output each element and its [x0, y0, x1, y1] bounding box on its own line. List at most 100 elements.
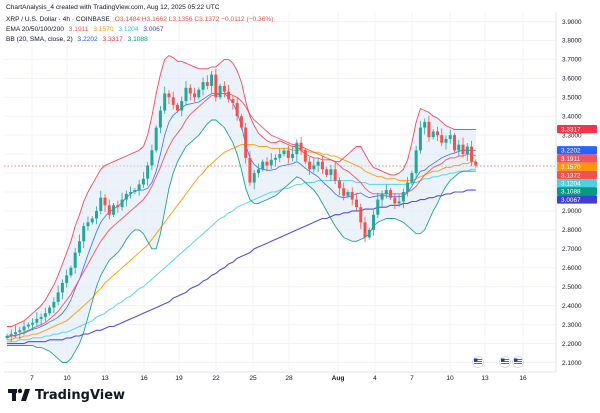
x-tick-label: 28: [285, 375, 293, 382]
candle-body: [14, 332, 18, 335]
candle-body: [248, 157, 252, 183]
candle-body: [120, 199, 124, 208]
candle-body: [303, 150, 307, 162]
candle-body: [316, 161, 320, 166]
candle-body: [90, 218, 94, 223]
candle-body: [325, 169, 329, 175]
candle-body: [214, 74, 218, 98]
price-tag-bg: [557, 178, 597, 188]
candle-body: [60, 282, 64, 293]
axes: 3.9000 3.8000 3.7000 3.6000 3.5000 3.4000 3.30…: [4, 12, 582, 382]
y-tick-label: 3.4000: [562, 114, 582, 121]
candle-body: [380, 193, 384, 200]
y-tick-label: 2.4000: [562, 303, 582, 310]
candle-body: [239, 116, 243, 128]
candle-body: [474, 161, 478, 166]
candle-body: [35, 318, 39, 323]
candle-body: [146, 165, 150, 179]
candle-body: [470, 146, 474, 162]
x-tick-label: Aug: [332, 375, 345, 382]
candle-body: [448, 135, 452, 139]
candle-body: [39, 317, 43, 319]
bb-upper-value: 3.3317: [102, 36, 123, 43]
candle-body: [457, 144, 461, 151]
candle-body: [210, 74, 214, 86]
candle-body: [274, 157, 278, 160]
event-icons: [472, 356, 524, 368]
candle-body: [269, 159, 273, 166]
candle-body: [69, 267, 73, 276]
candle-body: [56, 292, 60, 302]
candle-body: [440, 135, 444, 143]
candle-body: [291, 154, 295, 158]
x-tick-label: 16: [140, 375, 148, 382]
x-tick-label: 10: [63, 375, 71, 382]
price-tag-label: 3.1204: [561, 180, 581, 187]
candle-body: [461, 144, 465, 155]
candle-body: [359, 207, 363, 223]
us-flag-event-icon[interactable]: [499, 356, 511, 368]
candle-body: [244, 127, 248, 158]
chart-header: ChartAnalysis_4 created with TradingView…: [6, 4, 220, 11]
ema-label[interactable]: EMA 20/50/100/200: [6, 26, 64, 33]
y-tick-label: 2.1000: [562, 360, 582, 367]
candle-body: [227, 91, 231, 100]
ema100-value: 3.1204: [118, 26, 139, 33]
candle-body: [389, 190, 393, 198]
bb-label[interactable]: BB (20, SMA, close, 2): [6, 36, 73, 43]
candle-body: [329, 169, 333, 175]
ema50-value: 3.1570: [93, 26, 114, 33]
us-flag-event-icon[interactable]: [472, 356, 484, 368]
candle-body: [350, 192, 354, 200]
candle-body: [401, 192, 405, 202]
ema100-line: [7, 168, 476, 343]
candle-body: [167, 93, 171, 98]
candle-body: [43, 313, 47, 318]
candle-body: [154, 127, 158, 151]
y-tick-label: 3.3000: [562, 132, 582, 139]
candle-body: [453, 135, 457, 151]
candle-body: [133, 190, 137, 192]
candle-body: [333, 169, 337, 181]
candle-body: [363, 222, 367, 238]
candle-body: [406, 182, 410, 192]
candle-body: [286, 150, 290, 158]
ohlc-values: O3.1484 H3.1662 L3.1356 C3.1372 −0.0112 …: [114, 16, 274, 23]
ema200-value: 3.0067: [143, 26, 164, 33]
candle-body: [256, 169, 260, 174]
symbol-row: XRP / U.S. Dollar · 4h · COINBASE O3.148…: [6, 15, 273, 25]
bb-basis-value: 3.2202: [77, 36, 98, 43]
y-tick-label: 2.5000: [562, 284, 582, 291]
candle-body: [346, 192, 350, 196]
candle-body: [235, 102, 239, 117]
candle-body: [222, 85, 226, 92]
candle-body: [418, 127, 422, 151]
candle-body: [393, 197, 397, 204]
candle-body: [65, 275, 69, 283]
candle-body: [48, 307, 52, 314]
candle-body: [175, 104, 179, 111]
candle-body: [193, 93, 197, 98]
x-tick-label: 10: [446, 375, 454, 382]
candle-body: [261, 161, 265, 170]
candle-body: [9, 334, 13, 336]
us-flag-event-icon[interactable]: [512, 356, 524, 368]
candle-body: [201, 82, 205, 90]
tradingview-logo[interactable]: TradingView: [8, 387, 125, 403]
x-tick-label: 13: [101, 375, 109, 382]
y-tick-label: 2.2000: [562, 341, 582, 348]
price-tag-label: 3.3317: [561, 127, 581, 134]
candle-body: [163, 93, 167, 111]
candles: [5, 68, 478, 342]
y-tick-label: 2.6000: [562, 265, 582, 272]
candle-body: [73, 252, 77, 268]
price-tag-label: 3.1088: [561, 189, 581, 196]
candle-body: [5, 336, 9, 338]
candle-body: [431, 131, 435, 138]
candle-body: [137, 184, 141, 191]
candle-body: [171, 97, 175, 105]
candle-body: [299, 142, 303, 151]
symbol-label[interactable]: XRP / U.S. Dollar · 4h · COINBASE: [6, 16, 110, 23]
candle-body: [295, 142, 299, 155]
